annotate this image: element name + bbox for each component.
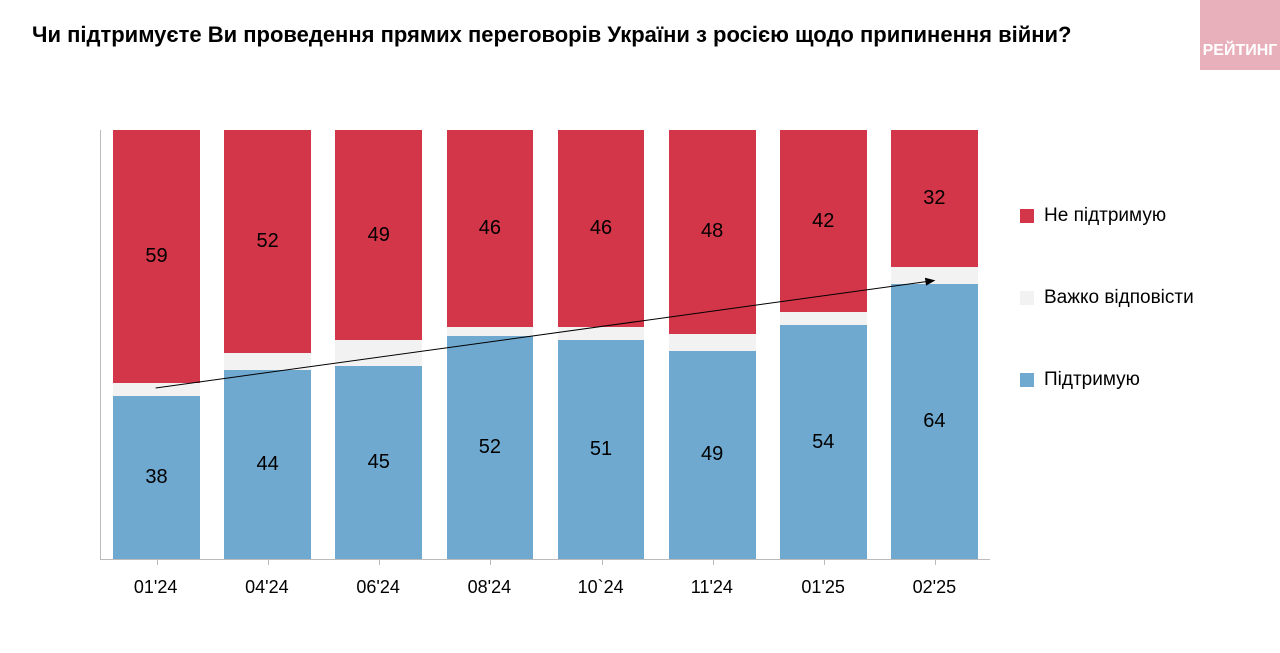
x-axis-label: 08'24 [434, 577, 545, 598]
bar-slot: 38 3 59 [101, 130, 212, 559]
segment-value: 49 [368, 224, 390, 247]
legend: Не підтримую Важко відповісти Підтримую [1020, 205, 1194, 451]
axis-tick [602, 559, 603, 565]
bar-segment: 4 [224, 353, 311, 370]
axis-tick [157, 559, 158, 565]
segment-value: 49 [701, 443, 723, 466]
bar-segment: 54 [780, 325, 867, 559]
bar-segment: 3 [558, 327, 645, 340]
bar-segment: 3 [113, 383, 200, 396]
segment-value: 46 [590, 217, 612, 240]
bar-slot: 51 3 46 [546, 130, 657, 559]
legend-swatch [1020, 291, 1034, 305]
stacked-bar: 44452 [224, 130, 311, 559]
segment-value: 54 [812, 431, 834, 454]
bar-segment: 52 [447, 336, 534, 559]
stacked-bar: 52 2 46 [447, 130, 534, 559]
bar-segment: 52 [224, 130, 311, 353]
bar-slot: 52 2 46 [434, 130, 545, 559]
segment-value: 38 [145, 466, 167, 489]
stacked-bar: 38 3 59 [113, 130, 200, 559]
legend-swatch [1020, 209, 1034, 223]
stacked-bar: 49 4 48 [669, 130, 756, 559]
segment-value: 42 [812, 210, 834, 233]
chart-title: Чи підтримуєте Ви проведення прямих пере… [32, 22, 1072, 48]
bar-slot: 64 4 32 [879, 130, 990, 559]
stacked-bar: 45 6 49 [335, 130, 422, 559]
axis-tick [490, 559, 491, 565]
bars-container: 3835944452456495224651346494485434264432 [100, 130, 990, 560]
stacked-bar: 64 4 32 [891, 130, 978, 559]
bar-slot: 45 6 49 [323, 130, 434, 559]
bar-segment: 49 [669, 351, 756, 559]
x-axis-label: 11'24 [656, 577, 767, 598]
bar-segment: 46 [447, 130, 534, 327]
legend-label: Важко відповісти [1044, 287, 1194, 309]
legend-item: Не підтримую [1020, 205, 1194, 227]
bar-segment: 4 [891, 267, 978, 284]
stacked-bar: 54 3 42 [780, 130, 867, 559]
x-axis-label: 10`24 [545, 577, 656, 598]
axis-tick [935, 559, 936, 565]
bar-segment: 59 [113, 130, 200, 383]
bar-segment: 49 [335, 130, 422, 340]
axis-tick [268, 559, 269, 565]
bar-segment: 42 [780, 130, 867, 312]
bar-slot: 49 4 48 [657, 130, 768, 559]
segment-value: 59 [145, 245, 167, 268]
segment-value: 64 [923, 410, 945, 433]
bar-segment: 38 [113, 396, 200, 559]
stacked-bar: 51 3 46 [558, 130, 645, 559]
segment-value: 32 [923, 187, 945, 210]
segment-value: 46 [479, 217, 501, 240]
x-axis-label: 06'24 [323, 577, 434, 598]
axis-tick [379, 559, 380, 565]
bar-segment: 3 [780, 312, 867, 325]
bar-segment: 51 [558, 340, 645, 559]
bar-slot: 44452 [212, 130, 323, 559]
bar-segment: 64 [891, 284, 978, 559]
segment-value: 48 [701, 220, 723, 243]
x-axis-label: 04'24 [211, 577, 322, 598]
legend-item: Важко відповісти [1020, 287, 1194, 309]
segment-value: 44 [257, 453, 279, 476]
bar-segment: 48 [669, 130, 756, 334]
bar-slot: 54 3 42 [768, 130, 879, 559]
segment-value: 52 [257, 230, 279, 253]
bar-segment: 6 [335, 340, 422, 366]
legend-label: Підтримую [1044, 369, 1140, 391]
segment-value: 45 [368, 451, 390, 474]
chart-area: 3835944452456495224651346494485434264432… [100, 130, 990, 560]
bar-segment: 44 [224, 370, 311, 559]
x-axis-label: 01'24 [100, 577, 211, 598]
segment-value: 52 [479, 436, 501, 459]
axis-tick [713, 559, 714, 565]
legend-swatch [1020, 373, 1034, 387]
bar-segment: 46 [558, 130, 645, 327]
legend-item: Підтримую [1020, 369, 1194, 391]
bar-segment: 45 [335, 366, 422, 559]
x-axis-label: 01'25 [768, 577, 879, 598]
bar-segment: 2 [447, 327, 534, 336]
bar-segment: 32 [891, 130, 978, 267]
axis-tick [824, 559, 825, 565]
x-axis-labels: 01'2404'2406'2408'2410`2411'2401'2502'25 [100, 577, 990, 598]
x-axis-label: 02'25 [879, 577, 990, 598]
watermark-badge: РЕЙТИНГ [1200, 0, 1280, 70]
segment-value: 51 [590, 438, 612, 461]
legend-label: Не підтримую [1044, 205, 1166, 227]
bar-segment: 4 [669, 334, 756, 351]
